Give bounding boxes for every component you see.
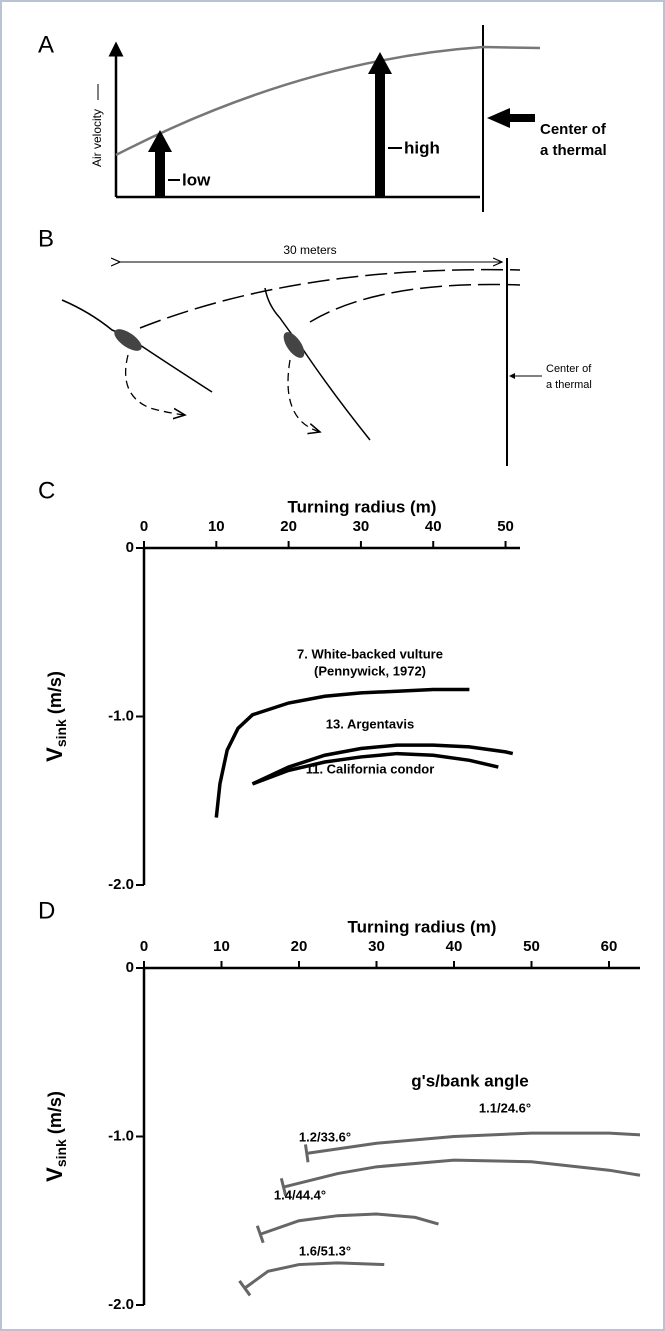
bird-body (283, 332, 305, 358)
end-cap (303, 1144, 310, 1163)
panel-label: A (38, 31, 54, 58)
series-line (259, 1212, 439, 1236)
thermal-arrow (487, 108, 535, 128)
arrow-head (368, 52, 392, 74)
x-tick-label: 30 (368, 938, 385, 955)
panel-label: C (38, 477, 55, 504)
center-label: Center of (546, 363, 592, 375)
x-tick-label: 20 (280, 518, 297, 535)
series-line (251, 743, 514, 786)
y-axis-title-main: V (42, 1167, 67, 1182)
panel-label: B (38, 225, 54, 252)
series-line (283, 1158, 641, 1189)
turn-path (287, 359, 320, 432)
x-tick-label: 60 (601, 938, 618, 955)
x-tick-label: 10 (208, 518, 225, 535)
center-label: Center of (540, 121, 607, 138)
x-tick-label: 50 (497, 518, 514, 535)
y-axis-label: Air velocity (90, 109, 104, 167)
x-tick-label: 40 (425, 518, 442, 535)
x-tick-label: 20 (291, 938, 308, 955)
x-tick-label: 50 (523, 938, 540, 955)
series-line (306, 1131, 641, 1155)
series-line (251, 751, 499, 786)
high-label: high (404, 138, 440, 157)
x-tick-label: 30 (353, 518, 370, 535)
flight-path (309, 283, 521, 323)
x-tick-label: 0 (140, 938, 148, 955)
y-axis-title: Vsink (m/s) (42, 1091, 69, 1182)
y-tick-label: 0 (126, 539, 134, 556)
y-axis-title-sub: sink (53, 1139, 69, 1167)
velocity-curve (115, 45, 541, 157)
series-label: 7. White-backed vulture (297, 646, 443, 661)
distance-label: 30 meters (283, 243, 336, 257)
series-label: 1.1/24.6° (479, 1100, 531, 1115)
end-cap (279, 1177, 288, 1197)
series-line (243, 1261, 385, 1290)
end-cap (255, 1225, 265, 1244)
series-label: 1.2/33.6° (299, 1129, 351, 1144)
y-axis-title-unit: (m/s) (45, 1091, 65, 1139)
arrow-head (148, 130, 172, 152)
legend-title: g's/bank angle (411, 1071, 528, 1090)
series-label: 1.6/51.3° (299, 1243, 351, 1258)
panel-b: B 30 meters Center of a thermal (38, 225, 592, 466)
center-label: a thermal (540, 142, 607, 159)
x-axis-title: Turning radius (m) (288, 497, 437, 516)
y-tick-label: -1.0 (108, 707, 134, 724)
y-axis-title-unit: (m/s) (45, 671, 65, 719)
y-tick-label: -1.0 (108, 1127, 134, 1144)
y-axis-title: Vsink (m/s) (42, 671, 69, 762)
turn-path (124, 354, 185, 415)
x-tick-label: 0 (140, 518, 148, 535)
series-label: 1.4/44.4° (274, 1187, 326, 1202)
x-axis-title: Turning radius (m) (348, 917, 497, 936)
bird-body (114, 329, 142, 351)
series-label: 11. California condor (306, 761, 435, 776)
flight-path (139, 268, 521, 329)
low-label: low (182, 170, 211, 189)
series-label: 13. Argentavis (326, 716, 414, 731)
end-cap (238, 1279, 252, 1297)
panel-a: A low high Air velocity Center of a ther… (38, 25, 607, 212)
y-axis-title-sub: sink (53, 719, 69, 747)
panel-label: D (38, 897, 55, 924)
annotation: (Pennywick, 1972) (314, 663, 426, 678)
x-tick-label: 40 (446, 938, 463, 955)
y-axis-title-main: V (42, 747, 67, 762)
y-tick-label: -2.0 (108, 876, 134, 893)
series-line (214, 687, 470, 818)
x-tick-label: 10 (213, 938, 230, 955)
y-tick-label: 0 (126, 959, 134, 976)
y-tick-label: -2.0 (108, 1296, 134, 1313)
center-label: a thermal (546, 379, 592, 391)
